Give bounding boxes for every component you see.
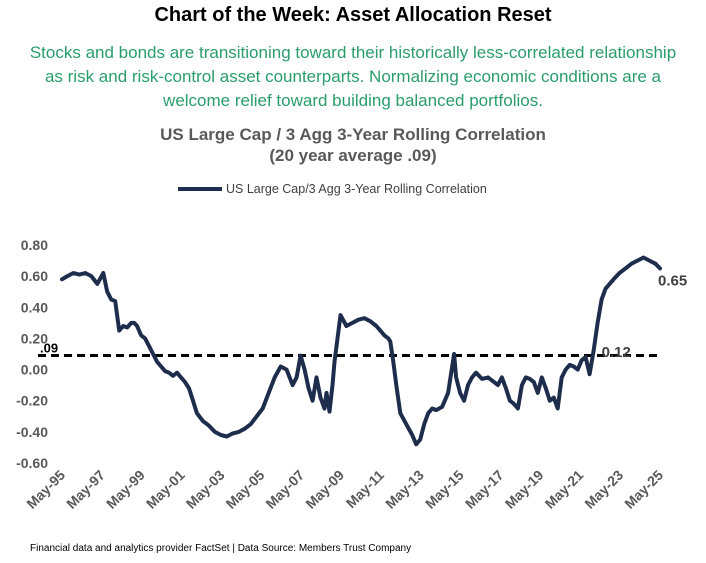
- lede-text: Stocks and bonds are transitioning towar…: [29, 43, 677, 110]
- source-note: Financial data and analytics provider Fa…: [30, 543, 412, 554]
- x-tick-label: May-01: [143, 467, 188, 512]
- chart-title-block: US Large Cap / 3 Agg 3-Year Rolling Corr…: [0, 124, 706, 166]
- y-tick-label: 0.20: [21, 330, 48, 346]
- headline: Chart of the Week: Asset Allocation Rese…: [154, 4, 552, 26]
- chart-title: US Large Cap / 3 Agg 3-Year Rolling Corr…: [160, 125, 546, 144]
- legend-label: US Large Cap/3 Agg 3-Year Rolling Correl…: [226, 182, 487, 196]
- y-tick-label: 0.00: [21, 362, 48, 378]
- x-tick-label: May-95: [23, 467, 68, 512]
- reference-line-label: .09: [40, 341, 58, 356]
- y-tick-label: 0.60: [21, 268, 48, 284]
- x-tick-label: May-09: [302, 467, 347, 512]
- legend-swatch: [178, 187, 222, 191]
- y-tick-label: -0.20: [16, 393, 48, 409]
- x-tick-label: May-03: [183, 467, 228, 512]
- x-tick-label: May-21: [542, 467, 587, 512]
- y-tick-label: 0.80: [21, 237, 48, 253]
- data-label-latest: 0.65: [658, 272, 687, 289]
- legend: US Large Cap/3 Agg 3-Year Rolling Correl…: [178, 181, 487, 197]
- data-label-point: 0.12: [602, 344, 631, 361]
- y-tick-label: -0.40: [16, 424, 48, 440]
- x-tick-label: May-13: [382, 467, 427, 512]
- series-line: [60, 255, 662, 447]
- x-tick-label: May-99: [103, 467, 148, 512]
- x-tick-label: May-19: [502, 467, 547, 512]
- y-tick-label: 0.40: [21, 299, 48, 315]
- x-tick-label: May-11: [343, 467, 387, 511]
- x-tick-label: May-15: [422, 467, 467, 512]
- x-tick-label: May-25: [621, 467, 666, 512]
- y-tick-label: -0.60: [16, 455, 48, 471]
- x-tick-label: May-23: [581, 467, 626, 512]
- x-tick-label: May-05: [223, 467, 268, 512]
- x-tick-label: May-07: [262, 467, 307, 512]
- chart-subtitle: (20 year average .09): [269, 146, 437, 165]
- x-tick-label: May-17: [462, 467, 507, 512]
- x-tick-label: May-97: [63, 467, 108, 512]
